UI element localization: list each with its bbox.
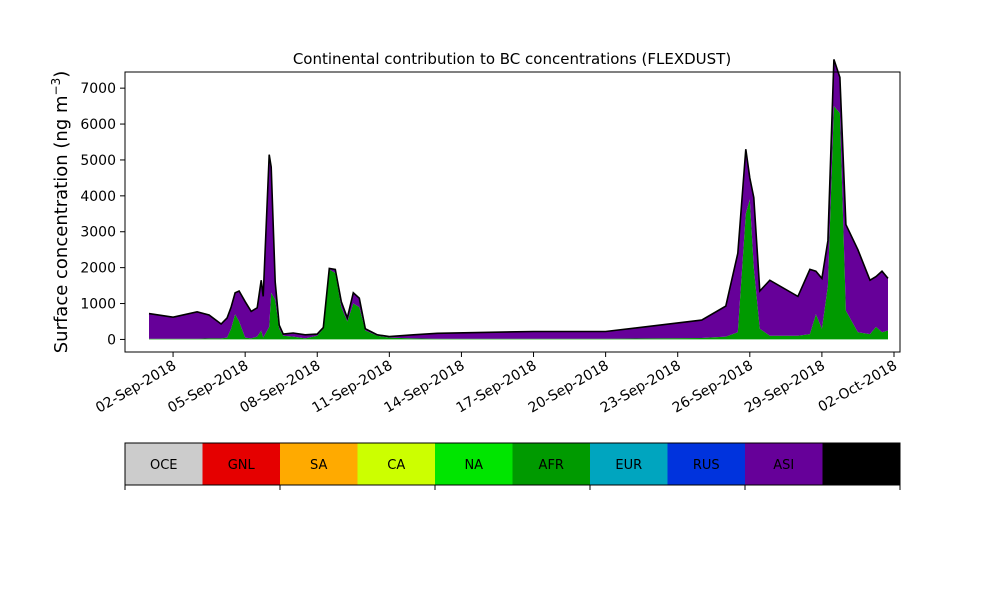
y-axis-label: Surface concentration (ng m−3) (49, 71, 72, 354)
y-axis-label-close: ) (51, 71, 72, 78)
legend-swatch-rus (667, 443, 746, 485)
y-axis-ticks: 0 1000 2000 3000 4000 5000 6000 7000 (80, 81, 125, 348)
legend-label-sa: SA (310, 458, 327, 473)
y-tick-label: 6000 (80, 117, 116, 133)
y-axis-label-superscript: −3 (49, 78, 63, 96)
legend-label-ca: CA (387, 458, 405, 473)
y-tick-label: 7000 (80, 81, 116, 97)
legend-frame (124, 442, 901, 486)
axes-frame (124, 71, 901, 353)
legend-swatch-eur (590, 443, 668, 485)
legend-label-na: NA (464, 458, 483, 473)
y-tick-label: 0 (107, 332, 116, 348)
continent-colorbar-legend: OCE GNL SA CA NA AFR EUR RUS ASI AUS (124, 442, 901, 490)
legend-swatch-aus (822, 443, 901, 485)
legend-label-asi: ASI (773, 458, 794, 473)
legend-swatch-gnl (202, 443, 281, 485)
y-tick-label: 1000 (80, 297, 116, 313)
legend-label-eur: EUR (615, 458, 642, 473)
legend-swatch-asi (745, 443, 823, 485)
total-outline (148, 59, 889, 338)
legend-label-gnl: GNL (228, 458, 256, 473)
y-axis-label-main: Surface concentration (ng m (51, 95, 72, 353)
stacked-areas (148, 59, 889, 340)
legend-swatch-sa (280, 443, 358, 485)
legend-label-aus: AUS (848, 458, 875, 473)
chart-title: Continental contribution to BC concentra… (293, 50, 731, 68)
legend-swatch-oce (125, 443, 203, 485)
y-tick-label: 2000 (80, 261, 116, 277)
area-afr (149, 106, 888, 340)
legend-label-oce: OCE (150, 458, 178, 473)
y-tick-label: 4000 (80, 189, 116, 205)
y-tick-label: 5000 (80, 153, 116, 169)
y-tick-label: 3000 (80, 225, 116, 241)
legend-swatch-ca (357, 443, 436, 485)
area-asi (149, 59, 888, 339)
legend-swatch-afr (512, 443, 591, 485)
legend-label-afr: AFR (539, 458, 564, 473)
legend-swatch-na (435, 443, 513, 485)
legend-label-rus: RUS (693, 458, 720, 473)
